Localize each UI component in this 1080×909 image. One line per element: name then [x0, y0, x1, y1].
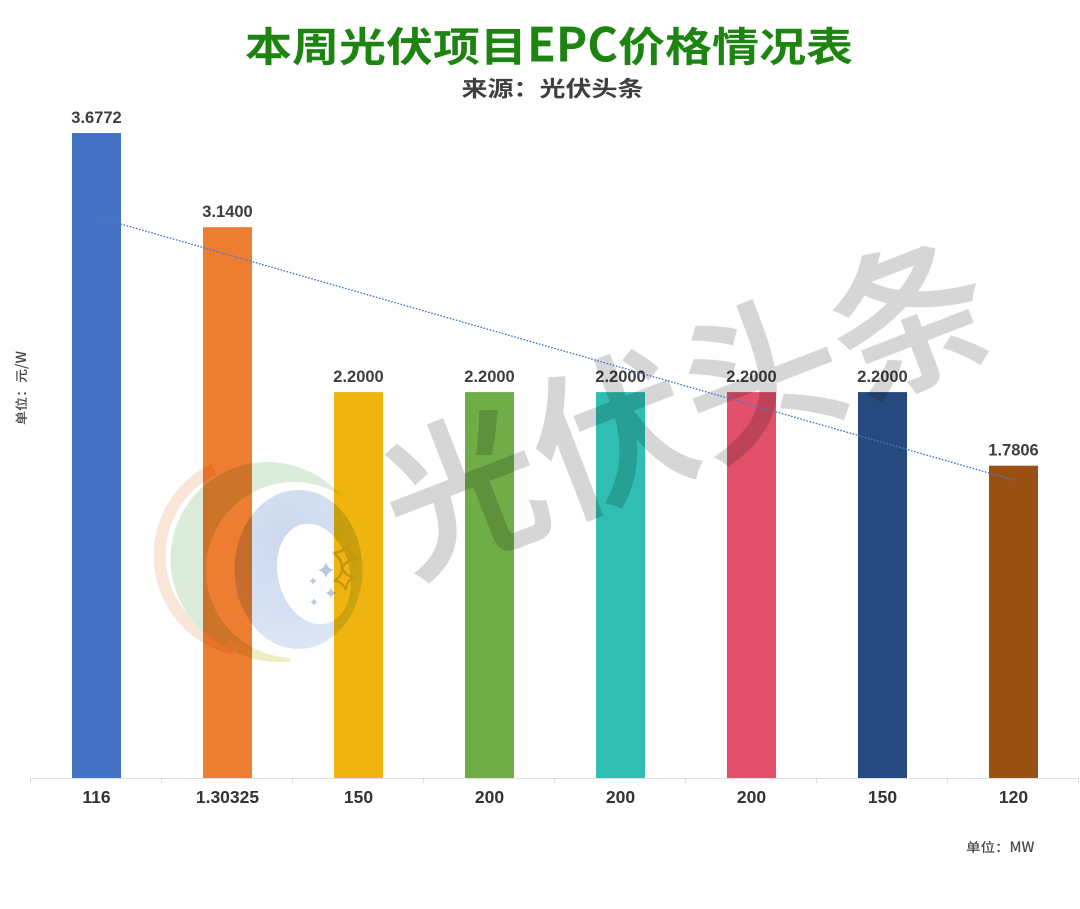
svg-text:116: 116 [82, 787, 110, 807]
svg-text:120: 120 [999, 787, 1028, 807]
svg-text:1.30325: 1.30325 [196, 787, 260, 807]
svg-text:1.7806: 1.7806 [988, 442, 1038, 460]
svg-text:3.6772: 3.6772 [71, 109, 121, 127]
svg-text:150: 150 [868, 787, 897, 807]
svg-text:2.2000: 2.2000 [333, 368, 383, 386]
svg-text:3.1400: 3.1400 [202, 203, 252, 221]
svg-text:150: 150 [344, 787, 373, 807]
svg-text:2.2000: 2.2000 [464, 368, 514, 386]
svg-text:200: 200 [475, 787, 504, 807]
svg-text:200: 200 [737, 787, 766, 807]
svg-text:200: 200 [606, 787, 635, 807]
